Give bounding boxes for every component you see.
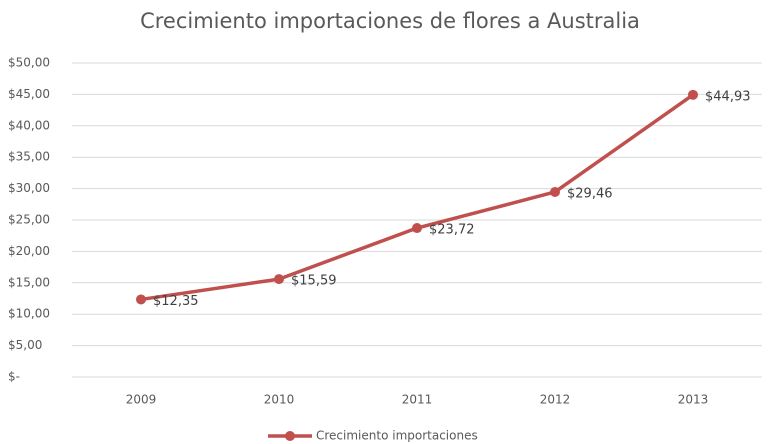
x-tick-label: 2011 [402, 393, 433, 407]
y-tick-label: $25,00 [8, 213, 50, 227]
x-tick-label: 2010 [264, 393, 295, 407]
data-label: $23,72 [429, 223, 475, 238]
data-label: $15,59 [291, 274, 337, 289]
y-tick-label: $20,00 [8, 244, 50, 258]
data-point [412, 223, 422, 234]
y-tick-label: $50,00 [8, 56, 50, 70]
chart-title: Crecimiento importaciones de flores a Au… [140, 9, 640, 33]
y-tick-label: $5,00 [8, 338, 42, 352]
legend-label: Crecimiento importaciones [316, 429, 478, 443]
y-tick-label: $40,00 [8, 118, 50, 132]
data-label: $29,46 [567, 186, 613, 201]
y-tick-label: $10,00 [8, 307, 50, 321]
y-tick-label: $30,00 [8, 181, 50, 195]
x-tick-label: 2009 [126, 393, 157, 407]
data-label: $44,93 [705, 89, 751, 104]
data-point [274, 274, 284, 285]
y-tick-label: $35,00 [8, 150, 50, 164]
data-point [550, 186, 560, 197]
y-tick-label: $- [8, 370, 20, 384]
y-tick-label: $15,00 [8, 275, 50, 289]
x-tick-label: 2012 [540, 393, 571, 407]
x-tick-label: 2013 [678, 393, 709, 407]
legend-marker [285, 431, 295, 441]
data-point [136, 294, 146, 305]
data-point [688, 89, 698, 100]
data-label: $12,35 [153, 294, 199, 309]
y-tick-label: $45,00 [8, 87, 50, 101]
